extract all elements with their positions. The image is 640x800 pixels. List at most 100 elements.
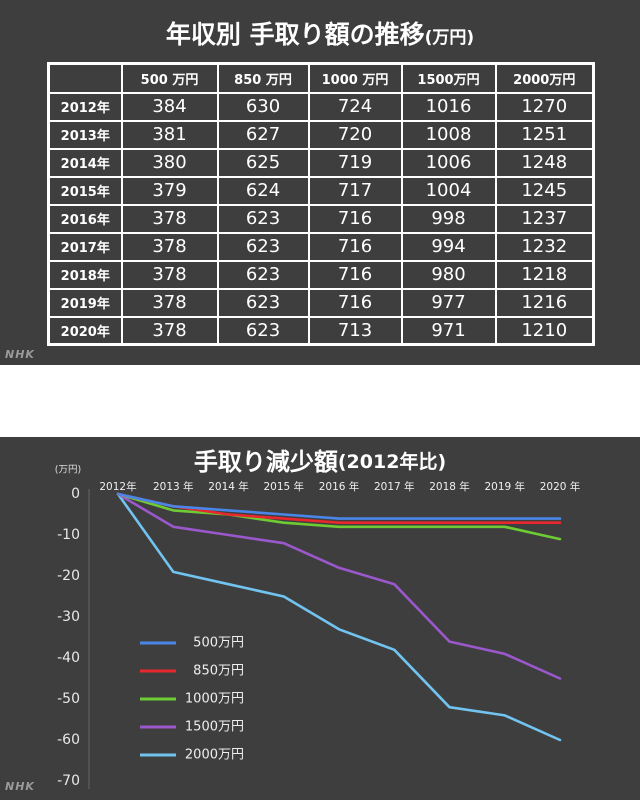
- row-year-label: 2012年: [47, 91, 123, 122]
- table-row: 2016年 378 623 716 998 1237: [47, 203, 595, 234]
- y-tick-label: -20: [57, 568, 80, 584]
- legend: 500万円 850万円 1000万円 1500万円 2000万円: [140, 636, 244, 763]
- chart-title: 手取り減少額(2012年比): [194, 448, 446, 476]
- table-cell: 1016: [400, 91, 497, 122]
- y-tick-label: -40: [57, 650, 80, 666]
- legend-label: 500万円: [193, 636, 244, 651]
- legend-item: 1500万円: [140, 720, 244, 735]
- table-row: 2014年 380 625 719 1006 1248: [47, 147, 595, 178]
- table-cell: 724: [307, 91, 403, 122]
- table-cell: 379: [120, 175, 219, 206]
- table-row: 2019年 378 623 716 977 1216: [47, 287, 595, 318]
- row-year-label: 2017年: [47, 231, 123, 262]
- table-cell: 716: [307, 287, 403, 318]
- y-tick-label: -70: [57, 773, 80, 789]
- table-cell: 720: [307, 119, 403, 150]
- table-title-unit: (万円): [424, 28, 475, 48]
- line-chart-panel: 手取り減少額(2012年比) (万円) 2012年 2013 年 2014 年 201…: [0, 437, 640, 800]
- x-tick-label: 2019 年: [484, 480, 525, 493]
- table-cell: 378: [120, 259, 219, 290]
- table-row: 2013年 381 627 720 1008 1251: [47, 119, 595, 150]
- x-tick-label: 2017 年: [374, 480, 415, 493]
- table-cell: 719: [307, 147, 403, 178]
- table-cell: 998: [400, 203, 497, 234]
- table-cell: 378: [120, 231, 219, 262]
- column-header: 2000万円: [494, 62, 595, 94]
- table-row: 2012年 384 630 724 1016 1270: [47, 91, 595, 122]
- row-year-label: 2018年: [47, 259, 123, 290]
- row-year-label: 2016年: [47, 203, 123, 234]
- header-row: 500 万円 850 万円 1000 万円 1500万円 2000万円: [47, 62, 595, 94]
- y-tick-label: -50: [57, 691, 80, 707]
- nhk-watermark: NHK: [5, 348, 35, 361]
- table-cell: 623: [216, 231, 310, 262]
- row-year-label: 2013年: [47, 119, 123, 150]
- row-year-label: 2015年: [47, 175, 123, 206]
- chart-title-note: (2012年比): [338, 450, 446, 473]
- series-line-850: [116, 492, 562, 524]
- table-cell: 1004: [400, 175, 497, 206]
- table-cell: 1216: [494, 287, 595, 318]
- take-home-pay-table: 500 万円 850 万円 1000 万円 1500万円 2000万円 2012年 384…: [47, 62, 595, 346]
- y-tick-label: -30: [57, 609, 80, 625]
- y-tick-label: -60: [57, 732, 80, 748]
- x-tick-label: 2018 年: [429, 480, 470, 493]
- table-cell: 378: [120, 315, 219, 346]
- table-cell: 630: [216, 91, 310, 122]
- y-tick-label: 0: [71, 486, 80, 502]
- table-cell: 1270: [494, 91, 595, 122]
- table-cell: 717: [307, 175, 403, 206]
- row-year-label: 2020年: [47, 315, 123, 346]
- table-cell: 1251: [494, 119, 595, 150]
- chart-title-text: 手取り減少額: [194, 448, 338, 476]
- legend-label: 2000万円: [185, 748, 244, 763]
- series-line-500: [116, 492, 562, 520]
- table-cell: 623: [216, 315, 310, 346]
- reduction-line-chart: 手取り減少額(2012年比) (万円) 2012年 2013 年 2014 年 201…: [55, 448, 580, 789]
- table-cell: 624: [216, 175, 310, 206]
- column-header: 1500万円: [400, 62, 497, 94]
- legend-item: 2000万円: [140, 748, 244, 763]
- table-cell: 716: [307, 203, 403, 234]
- legend-label: 1500万円: [185, 720, 244, 735]
- series-line-2000: [116, 492, 562, 742]
- table-title: 年収別 手取り額の推移(万円): [0, 17, 640, 53]
- legend-item: 850万円: [140, 664, 244, 679]
- y-tick-label: -10: [57, 527, 80, 543]
- y-axis-ticks: 0 -10 -20 -30 -40 -50 -60 -70: [57, 486, 80, 789]
- legend-label: 850万円: [193, 664, 244, 679]
- table-cell: 625: [216, 147, 310, 178]
- table-row: 2020年 378 623 713 971 1210: [47, 315, 595, 346]
- column-header: 1000 万円: [307, 62, 403, 94]
- column-header: 500 万円: [120, 62, 219, 94]
- table-cell: 623: [216, 203, 310, 234]
- table-row: 2017年 378 623 716 994 1232: [47, 231, 595, 262]
- table-cell: 994: [400, 231, 497, 262]
- table-cell: 380: [120, 147, 219, 178]
- table-cell: 1237: [494, 203, 595, 234]
- table-header: 500 万円 850 万円 1000 万円 1500万円 2000万円: [47, 62, 595, 94]
- table-cell: 1210: [494, 315, 595, 346]
- table-cell: 623: [216, 287, 310, 318]
- table-cell: 1218: [494, 259, 595, 290]
- table-title-text: 年収別 手取り額の推移: [165, 20, 425, 49]
- table-row: 2015年 379 624 717 1004 1245: [47, 175, 595, 206]
- table-cell: 627: [216, 119, 310, 150]
- row-year-label: 2019年: [47, 287, 123, 318]
- table-row: 2018年 378 623 716 980 1218: [47, 259, 595, 290]
- legend-item: 1000万円: [140, 692, 244, 707]
- table-cell: 1006: [400, 147, 497, 178]
- table-cell: 378: [120, 287, 219, 318]
- series-lines: [116, 492, 562, 742]
- table-cell: 1245: [494, 175, 595, 206]
- table-cell: 1232: [494, 231, 595, 262]
- table-cell: 716: [307, 231, 403, 262]
- row-year-label: 2014年: [47, 147, 123, 178]
- x-tick-label: 2014 年: [208, 480, 249, 493]
- table-corner-cell: [47, 62, 123, 94]
- table-cell: 384: [120, 91, 219, 122]
- table-cell: 1008: [400, 119, 497, 150]
- series-line-1000: [116, 492, 562, 541]
- x-tick-label: 2015 年: [263, 480, 304, 493]
- y-axis-unit-label: (万円): [55, 465, 81, 476]
